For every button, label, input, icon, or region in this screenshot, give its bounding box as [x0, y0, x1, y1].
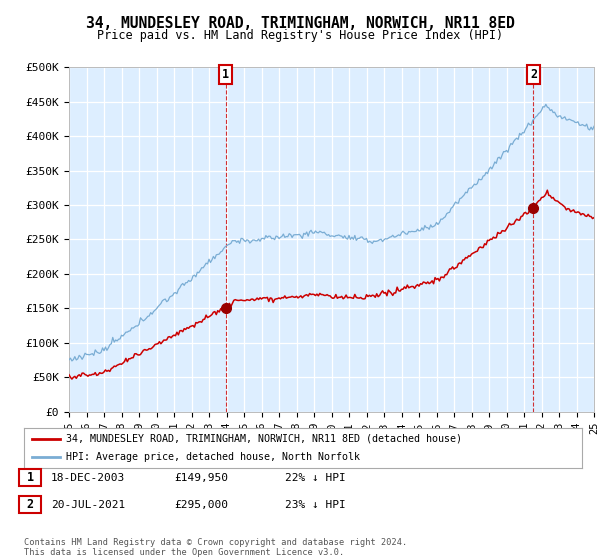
Text: 1: 1	[26, 471, 34, 484]
Text: HPI: Average price, detached house, North Norfolk: HPI: Average price, detached house, Nort…	[66, 452, 360, 462]
Text: 18-DEC-2003: 18-DEC-2003	[51, 473, 125, 483]
Text: 34, MUNDESLEY ROAD, TRIMINGHAM, NORWICH, NR11 8ED (detached house): 34, MUNDESLEY ROAD, TRIMINGHAM, NORWICH,…	[66, 434, 462, 444]
Text: £295,000: £295,000	[174, 500, 228, 510]
Text: 20-JUL-2021: 20-JUL-2021	[51, 500, 125, 510]
Text: 22% ↓ HPI: 22% ↓ HPI	[285, 473, 346, 483]
Text: 2: 2	[530, 68, 537, 81]
Text: £149,950: £149,950	[174, 473, 228, 483]
Text: 34, MUNDESLEY ROAD, TRIMINGHAM, NORWICH, NR11 8ED: 34, MUNDESLEY ROAD, TRIMINGHAM, NORWICH,…	[86, 16, 514, 31]
Text: 1: 1	[222, 68, 229, 81]
Text: Price paid vs. HM Land Registry's House Price Index (HPI): Price paid vs. HM Land Registry's House …	[97, 29, 503, 42]
Text: Contains HM Land Registry data © Crown copyright and database right 2024.
This d: Contains HM Land Registry data © Crown c…	[24, 538, 407, 557]
Text: 23% ↓ HPI: 23% ↓ HPI	[285, 500, 346, 510]
Text: 2: 2	[26, 498, 34, 511]
